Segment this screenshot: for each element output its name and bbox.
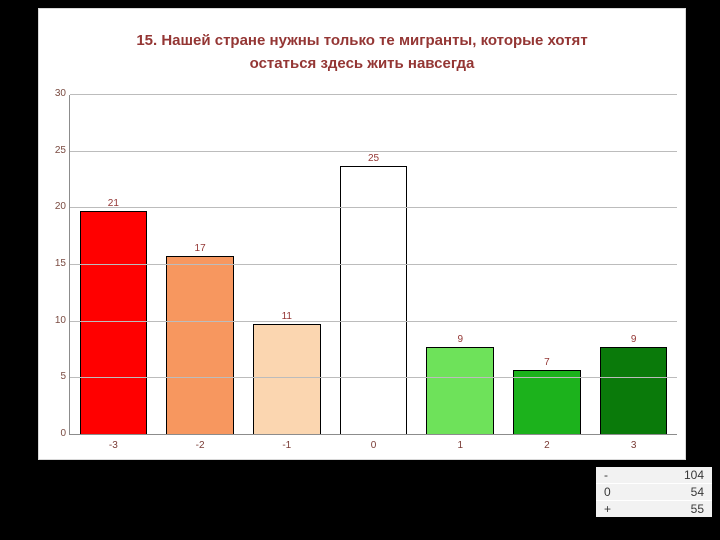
x-tick-label: 1 <box>457 440 464 451</box>
y-tick-label: 5 <box>60 371 66 383</box>
bar-slot: 9 <box>417 95 504 435</box>
plot-area: 21 17 11 25 9 7 9 -3 -2 -1 0 1 2 3 0 5 10 15 20 25 30 <box>55 88 677 451</box>
summary-sign: + <box>604 502 612 516</box>
summary-row: + 55 <box>596 501 712 517</box>
bar-value-label: 9 <box>457 334 464 345</box>
bar-value-label: 25 <box>367 152 380 164</box>
bar--2 <box>166 256 234 435</box>
x-axis: -3 -2 -1 0 1 2 3 <box>70 435 677 451</box>
chart-title: 15. Нашей стране нужны только те мигрант… <box>136 32 588 73</box>
bar-value-label: 21 <box>107 198 119 209</box>
bar-slot: 25 <box>330 95 417 435</box>
bar-slot: 11 <box>243 95 330 435</box>
y-tick-label: 10 <box>54 314 66 326</box>
summary-row: - 104 <box>596 467 712 484</box>
bar-value-label: 11 <box>281 311 292 323</box>
bars-row: 21 17 11 25 9 7 9 <box>70 95 677 435</box>
gridline <box>70 377 677 379</box>
summary-table: - 104 0 54 + 55 <box>596 467 712 517</box>
bar-slot: 9 <box>590 95 677 435</box>
summary-value: 104 <box>683 468 704 482</box>
summary-sign: 0 <box>604 485 611 499</box>
bar-value-label: 17 <box>194 243 206 255</box>
y-tick-label: 0 <box>60 428 66 439</box>
bar-slot: 7 <box>504 95 591 435</box>
bar-2 <box>513 369 581 435</box>
x-tick-label: 3 <box>630 440 637 451</box>
bar-slot: 17 <box>157 95 244 435</box>
gridline <box>70 434 677 435</box>
bar--1 <box>252 324 321 435</box>
gridline <box>70 94 677 95</box>
bar-value-label: 9 <box>630 334 637 345</box>
y-tick-label: 25 <box>54 144 66 156</box>
bar-1 <box>426 347 495 435</box>
summary-value: 55 <box>690 502 704 516</box>
gridline <box>70 264 677 265</box>
x-tick-label: -2 <box>195 440 205 451</box>
bar-0 <box>339 165 408 435</box>
bar--3 <box>79 211 148 435</box>
x-tick-label: -3 <box>108 440 118 451</box>
gridline <box>70 320 677 322</box>
y-tick-label: 20 <box>54 201 66 213</box>
x-tick-label: 0 <box>370 440 377 451</box>
summary-row: 0 54 <box>596 484 712 501</box>
gridline <box>70 207 677 209</box>
gridline <box>70 150 677 152</box>
y-tick-label: 30 <box>54 88 66 99</box>
summary-sign: - <box>604 468 608 482</box>
x-tick-label: 2 <box>544 440 550 451</box>
bar-slot: 21 <box>70 95 157 435</box>
x-tick-label: -1 <box>282 440 292 451</box>
bar-value-label: 7 <box>544 356 550 368</box>
chart-panel: 15. Нашей стране нужны только те мигрант… <box>38 8 686 460</box>
bar-3 <box>599 347 668 435</box>
summary-value: 54 <box>690 485 704 499</box>
y-tick-label: 15 <box>54 258 66 269</box>
